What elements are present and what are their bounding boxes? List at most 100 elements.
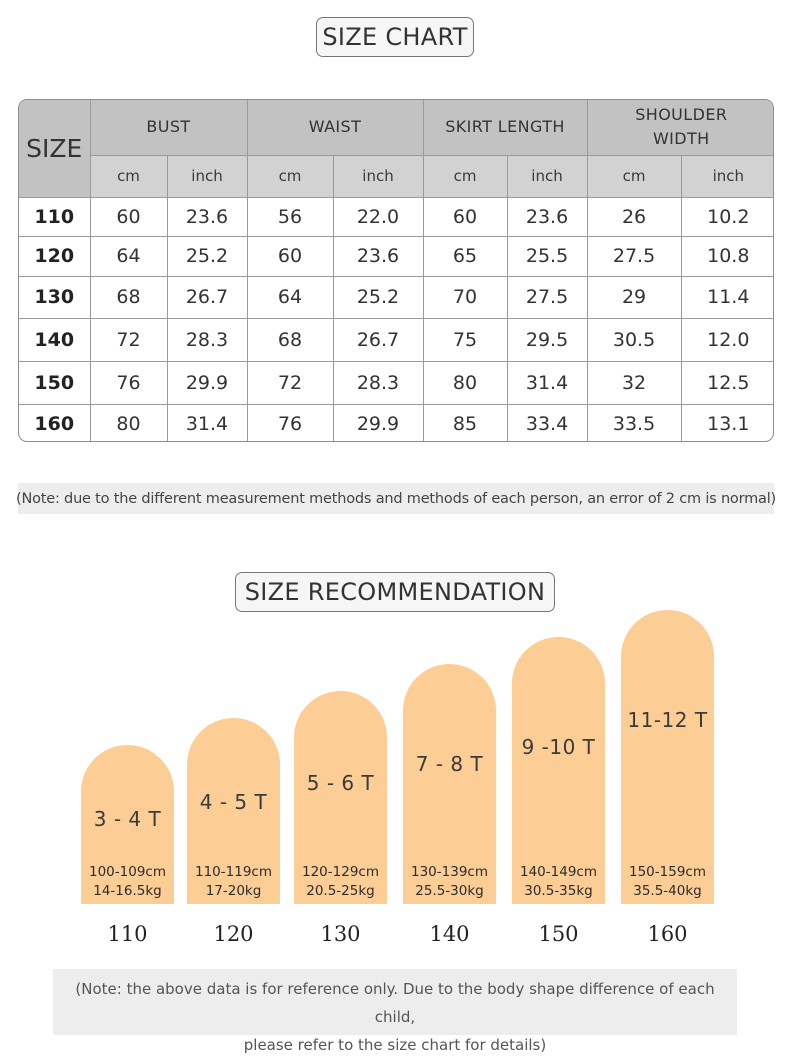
weight-range: 25.5-30kg [415,883,484,899]
measurement-cell: 72 [246,360,334,405]
recommended-size-label: 160 [647,922,688,946]
measurement-cell: 68 [246,317,334,362]
recommended-size-label: 130 [320,922,361,946]
height-range: 100-109cm [89,864,166,880]
recommended-size-label: 140 [429,922,470,946]
height-weight-label: 130-139cm 25.5-30kg [399,863,500,901]
reference-note-line2: please refer to the size chart for detai… [243,1036,547,1054]
size-cell: 120 [19,235,91,277]
unit-header: inch [332,154,424,198]
height-range: 130-139cm [411,864,488,880]
measurement-cell: 60 [89,196,168,237]
measurement-cell: 23.6 [332,235,424,277]
measurement-cell: 12.5 [680,360,773,405]
measurement-cell: 25.5 [506,235,588,277]
skirt-length-header: SKIRT LENGTH [422,100,588,156]
measurement-cell: 33.5 [586,403,682,441]
height-weight-label: 150-159cm 35.5-40kg [617,863,718,901]
size-chart-table: SIZE BUST WAIST SKIRT LENGTH SHOULDER WI… [18,99,774,442]
weight-range: 30.5-35kg [524,883,593,899]
measurement-cell: 29.9 [166,360,248,405]
size-cell: 160 [19,403,91,441]
measurement-cell: 25.2 [332,275,424,319]
measurement-cell: 80 [422,360,508,405]
table-row: 140 72 28.3 68 26.7 75 29.5 30.5 12.0 [19,317,773,362]
size-cell: 150 [19,360,91,405]
measurement-cell: 26.7 [166,275,248,319]
measurement-note: (Note: due to the different measurement … [16,483,776,514]
table-row: 110 60 23.6 56 22.0 60 23.6 26 10.2 [19,196,773,237]
recommended-size-label: 120 [213,922,254,946]
measurement-cell: 29.9 [332,403,424,441]
measurement-cell: 31.4 [506,360,588,405]
height-weight-label: 110-119cm 17-20kg [183,863,284,901]
measurement-cell: 70 [422,275,508,319]
measurement-cell: 23.6 [166,196,248,237]
unit-header: inch [166,154,248,198]
measurement-cell: 85 [422,403,508,441]
reference-note-line1: (Note: the above data is for reference o… [75,980,715,1026]
unit-header: cm [246,154,334,198]
shoulder-width-header-text: SHOULDER WIDTH [635,105,728,149]
height-weight-label: 140-149cm 30.5-35kg [508,863,609,901]
weight-range: 17-20kg [205,883,262,899]
weight-range: 14-16.5kg [93,883,162,899]
measurement-cell: 33.4 [506,403,588,441]
size-column-header: SIZE [19,100,91,198]
measurement-cell: 72 [89,317,168,362]
measurement-cell: 64 [89,235,168,277]
bust-header: BUST [89,100,248,156]
measurement-cell: 32 [586,360,682,405]
unit-header: cm [586,154,682,198]
reference-note: (Note: the above data is for reference o… [53,969,737,1054]
recommended-size-label: 110 [107,922,148,946]
measurement-cell: 12.0 [680,317,773,362]
measurement-cell: 11.4 [680,275,773,319]
measurement-cell: 10.2 [680,196,773,237]
measurement-cell: 13.1 [680,403,773,441]
size-pillar: 11-12 T 150-159cm 35.5-40kg [621,610,714,904]
size-chart-title: SIZE CHART [316,17,474,57]
size-cell: 140 [19,317,91,362]
weight-range: 20.5-25kg [306,883,375,899]
measurement-cell: 65 [422,235,508,277]
age-range-label: 5 - 6 T [306,771,375,795]
table-row: 120 64 25.2 60 23.6 65 25.5 27.5 10.8 [19,235,773,277]
measurement-cell: 29.5 [506,317,588,362]
height-range: 150-159cm [629,864,706,880]
measurement-cell: 68 [89,275,168,319]
measurement-cell: 75 [422,317,508,362]
unit-header: inch [680,154,773,198]
size-recommendation-title: SIZE RECOMMENDATION [235,572,555,612]
measurement-cell: 28.3 [332,360,424,405]
measurement-cell: 29 [586,275,682,319]
table-row: 130 68 26.7 64 25.2 70 27.5 29 11.4 [19,275,773,319]
measurement-cell: 30.5 [586,317,682,362]
height-range: 120-129cm [302,864,379,880]
weight-range: 35.5-40kg [633,883,702,899]
measurement-cell: 80 [89,403,168,441]
measurement-cell: 56 [246,196,334,237]
waist-header: WAIST [246,100,424,156]
age-range-label: 9 -10 T [521,735,596,759]
shoulder-width-header: SHOULDER WIDTH [586,100,773,156]
size-cell: 130 [19,275,91,319]
measurement-cell: 26 [586,196,682,237]
measurement-cell: 60 [246,235,334,277]
age-range-label: 7 - 8 T [415,752,484,776]
age-range-label: 11-12 T [627,708,708,732]
measurement-cell: 64 [246,275,334,319]
measurement-cell: 22.0 [332,196,424,237]
measurement-cell: 76 [246,403,334,441]
unit-header: inch [506,154,588,198]
height-weight-label: 120-129cm 20.5-25kg [290,863,391,901]
size-pillar: 3 - 4 T 100-109cm 14-16.5kg [81,745,174,904]
table-row: 160 80 31.4 76 29.9 85 33.4 33.5 13.1 [19,403,773,441]
measurement-cell: 25.2 [166,235,248,277]
measurement-cell: 10.8 [680,235,773,277]
measurement-cell: 76 [89,360,168,405]
size-pillar: 4 - 5 T 110-119cm 17-20kg [187,718,280,904]
height-range: 110-119cm [195,864,272,880]
measurement-cell: 23.6 [506,196,588,237]
size-pillar: 7 - 8 T 130-139cm 25.5-30kg [403,664,496,904]
